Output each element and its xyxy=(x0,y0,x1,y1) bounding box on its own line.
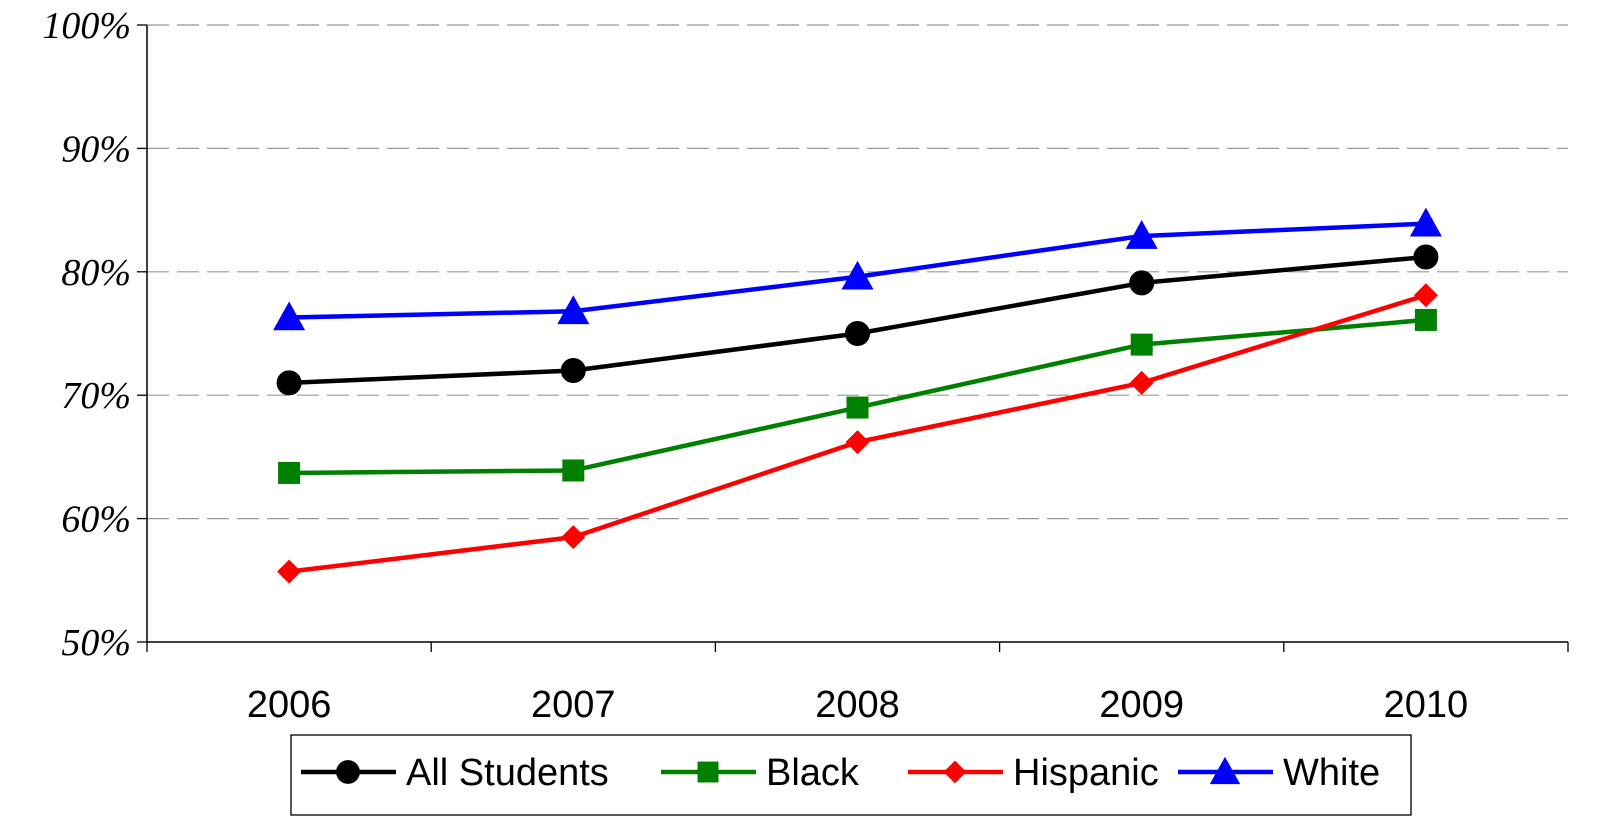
data-point xyxy=(1409,207,1442,237)
data-point xyxy=(1413,244,1439,270)
data-point xyxy=(276,370,302,396)
legend-label: Black xyxy=(766,752,860,794)
series-all-students xyxy=(276,244,1439,396)
series-white xyxy=(273,207,1442,331)
data-point xyxy=(561,525,586,550)
legend-marker xyxy=(1209,756,1241,785)
y-tick-label: 80% xyxy=(61,252,131,294)
data-point xyxy=(273,301,306,331)
data-point xyxy=(1129,370,1154,395)
legend-label: Hispanic xyxy=(1013,752,1159,794)
tick-labels: 100% 90% 80% 70% 60% 50% 2006 2007 2008 2009 2010 xyxy=(42,5,1468,726)
y-tick-label: 100% xyxy=(42,5,131,47)
y-tick-label: 90% xyxy=(61,128,131,170)
series-black xyxy=(278,308,1437,484)
x-tick-label: 2007 xyxy=(531,684,616,726)
x-tick-label: 2008 xyxy=(815,684,900,726)
data-point xyxy=(1414,308,1437,331)
data-point xyxy=(1129,270,1155,296)
legend-entry: White xyxy=(1178,752,1380,794)
legend-marker xyxy=(697,761,719,783)
data-point xyxy=(841,260,874,290)
data-point xyxy=(845,321,870,346)
legend-label: All Students xyxy=(406,752,609,794)
legend-label: White xyxy=(1283,752,1380,794)
axes xyxy=(137,24,1569,652)
x-tick-label: 2006 xyxy=(247,684,332,726)
legend-entry: Hispanic xyxy=(908,752,1159,794)
series-hispanic xyxy=(277,283,1438,584)
legend-entry: Black xyxy=(661,752,860,794)
legend: All Students Black Hispanic White xyxy=(290,734,1412,816)
data-point xyxy=(277,559,302,584)
series-lines xyxy=(273,207,1442,584)
data-point xyxy=(845,430,870,455)
data-point xyxy=(1125,220,1158,249)
legend-entry: All Students xyxy=(301,752,609,794)
x-tick-label: 2009 xyxy=(1099,684,1184,726)
data-point xyxy=(557,295,590,325)
legend-marker xyxy=(336,760,360,784)
data-point xyxy=(562,459,585,482)
y-tick-label: 60% xyxy=(61,499,131,541)
data-point xyxy=(560,358,586,384)
x-tick-label: 2010 xyxy=(1384,684,1469,726)
y-tick-label: 70% xyxy=(61,375,131,417)
data-point xyxy=(1413,283,1438,308)
data-point xyxy=(1130,333,1153,356)
y-tick-label: 50% xyxy=(61,622,131,664)
data-point xyxy=(278,461,301,484)
data-point xyxy=(846,396,869,419)
legend-marker xyxy=(943,760,967,784)
